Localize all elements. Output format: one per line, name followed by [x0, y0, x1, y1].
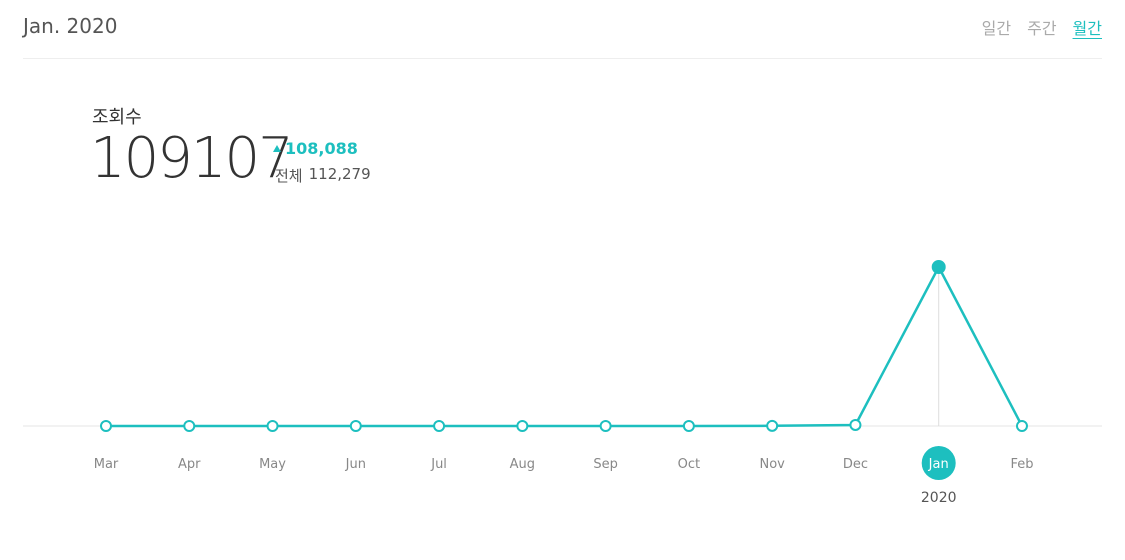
- period-title: Jan. 2020: [23, 14, 118, 38]
- x-tick-label-jun: Jun: [345, 457, 366, 472]
- x-tick-label-nov: Nov: [759, 457, 785, 472]
- x-tick-label-may: May: [259, 457, 286, 472]
- data-point-jan[interactable]: [931, 260, 946, 274]
- x-tick-label-jan: Jan: [928, 457, 949, 472]
- metric-change: 108,088: [273, 139, 358, 158]
- data-point-dec[interactable]: [849, 418, 862, 431]
- data-point-nov[interactable]: [766, 419, 779, 432]
- data-point-aug[interactable]: [516, 420, 529, 432]
- metric-change-value: 108,088: [285, 139, 358, 158]
- data-point-jun[interactable]: [349, 420, 362, 432]
- selected-month-badge: [921, 446, 956, 480]
- x-tick-label-dec: Dec: [843, 457, 868, 472]
- x-tick-label-apr: Apr: [178, 457, 201, 472]
- tab-weekly[interactable]: 주간: [1027, 19, 1057, 38]
- metric-value: 109107: [90, 126, 294, 191]
- metric-total: 전체 112,279: [275, 165, 371, 186]
- tab-daily[interactable]: 일간: [981, 19, 1012, 38]
- data-point-apr[interactable]: [183, 420, 196, 432]
- x-tick-label-feb: Feb: [1010, 457, 1033, 472]
- metric-total-value: 112,279: [308, 165, 371, 183]
- data-point-oct[interactable]: [682, 419, 695, 432]
- metric-label: 조회수: [92, 107, 142, 128]
- x-tick-label-mar: Mar: [94, 457, 119, 472]
- header: Jan. 2020 일간 주간 월간: [23, 0, 1102, 59]
- period-tabs: 일간 주간 월간: [982, 15, 1102, 39]
- data-point-mar[interactable]: [100, 420, 112, 432]
- x-tick-label-aug: Aug: [510, 457, 535, 472]
- data-point-sep[interactable]: [599, 420, 612, 432]
- data-point-jul[interactable]: [433, 420, 446, 432]
- x-tick-label-sep: Sep: [593, 457, 618, 472]
- x-tick-label-oct: Oct: [678, 457, 700, 472]
- series-line: [106, 265, 1024, 428]
- data-point-feb[interactable]: [1015, 420, 1028, 432]
- data-point-may[interactable]: [266, 420, 279, 432]
- x-tick-label-jul: Jul: [430, 457, 447, 472]
- tab-monthly[interactable]: 월간: [1072, 19, 1102, 38]
- selected-year-label: 2020: [921, 490, 957, 506]
- metric-total-label: 전체: [275, 167, 303, 185]
- up-arrow-icon: [273, 145, 281, 152]
